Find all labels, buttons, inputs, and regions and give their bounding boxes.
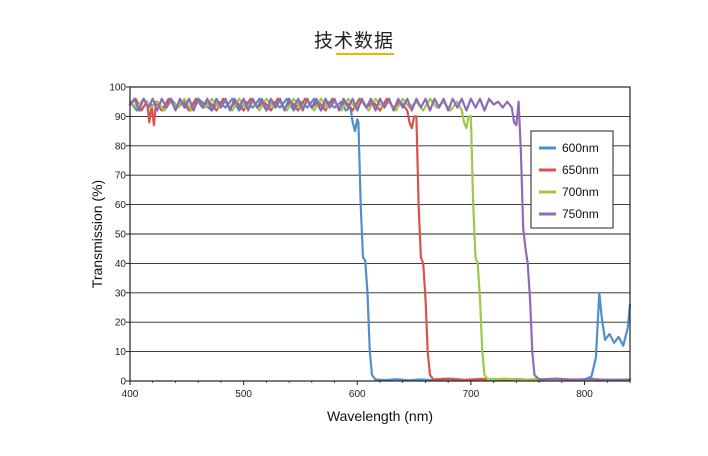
series-layer [128, 97, 632, 382]
legend-label: 650nm [562, 163, 599, 177]
y-tick-label: 80 [115, 141, 127, 152]
x-tick-label: 800 [576, 389, 593, 400]
x-tick-label: 400 [122, 389, 139, 400]
y-axis-label: Transmission (%) [89, 180, 105, 288]
x-axis-label: Wavelength (nm) [327, 408, 433, 424]
y-tick-label: 90 [115, 112, 127, 123]
y-tick-label: 60 [115, 200, 127, 211]
legend-label: 700nm [562, 185, 599, 199]
y-tick-label: 50 [115, 230, 127, 241]
x-tick-label: 500 [235, 389, 252, 400]
tick-layer: 0 10 20 30 40 50 60 70 80 90 100 400 500 600 700 800 [109, 83, 631, 400]
y-tick-label: 10 [115, 347, 127, 358]
legend: 600nm 650nm 700nm 750nm [530, 130, 614, 229]
legend-label: 750nm [562, 207, 599, 221]
x-tick-label: 700 [463, 389, 480, 400]
plot-frame [129, 86, 631, 382]
y-tick-label: 40 [115, 259, 127, 270]
page-title: 技术数据 [313, 30, 394, 52]
legend-label: 600nm [562, 141, 599, 155]
title-underline [336, 53, 394, 55]
y-tick-label: 70 [115, 171, 127, 182]
y-tick-label: 20 [115, 318, 127, 329]
y-tick-label: 30 [115, 288, 127, 299]
series-line-750nm [128, 97, 632, 382]
y-tick-label: 0 [120, 377, 126, 388]
x-tick-label: 600 [349, 389, 366, 400]
y-tick-label: 100 [109, 83, 126, 94]
